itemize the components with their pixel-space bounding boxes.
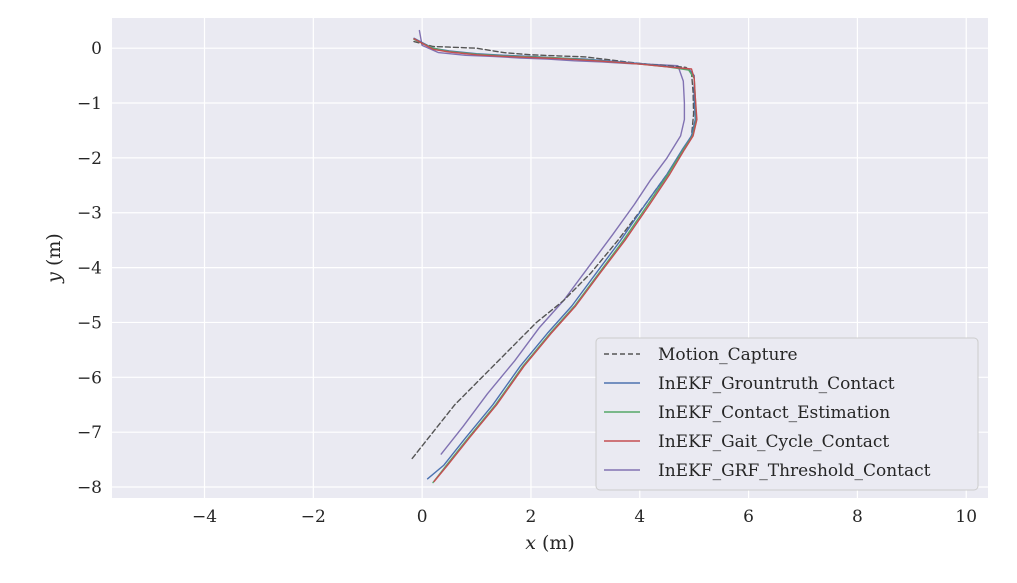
y-tick-label: −5 — [77, 313, 102, 333]
legend-entry-label: InEKF_Gait_Cycle_Contact — [658, 432, 889, 452]
x-axis-label: x (m) — [525, 532, 575, 554]
y-tick-label: −4 — [77, 259, 102, 279]
legend-entry-label: InEKF_Contact_Estimation — [658, 403, 890, 423]
legend-entry-label: InEKF_GRF_Threshold_Contact — [658, 461, 931, 481]
x-tick-label: 4 — [634, 507, 645, 527]
y-tick-label: −7 — [77, 423, 102, 443]
y-tick-label: −1 — [77, 94, 102, 114]
y-axis-label: y (m) — [43, 233, 65, 284]
x-axis-ticks: −4 −2 0 2 4 6 8 10 — [192, 507, 977, 527]
x-tick-label: 2 — [526, 507, 537, 527]
y-tick-label: 0 — [91, 39, 102, 59]
legend-entry-label: InEKF_Grountruth_Contact — [658, 374, 895, 394]
legend-entry-label: Motion_Capture — [658, 345, 798, 365]
y-tick-label: −3 — [77, 204, 102, 224]
y-axis-ticks: 0 −1 −2 −3 −4 −5 −6 −7 −8 — [77, 39, 102, 498]
y-tick-label: −6 — [77, 368, 102, 388]
x-tick-label: 6 — [743, 507, 754, 527]
x-tick-label: −2 — [301, 507, 326, 527]
x-tick-label: 8 — [852, 507, 863, 527]
x-tick-label: 0 — [417, 507, 428, 527]
legend-box — [595, 337, 979, 491]
x-tick-label: 10 — [955, 507, 977, 527]
series-line-motion-capture — [410, 40, 695, 461]
grid-lines — [112, 18, 988, 498]
legend: Motion_Capture InEKF_Grountruth_Contact In… — [595, 337, 979, 491]
x-tick-label: −4 — [192, 507, 217, 527]
series-lines — [410, 29, 698, 484]
y-tick-label: −8 — [77, 478, 102, 498]
y-tick-label: −2 — [77, 149, 102, 169]
series-line-inekf-gait-cycle-contact — [413, 38, 698, 483]
